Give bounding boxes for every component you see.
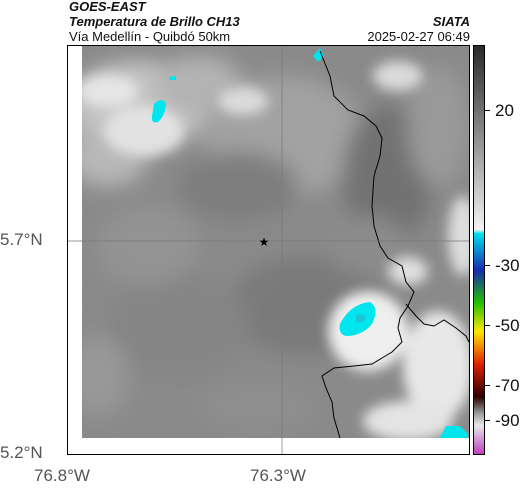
product-title: Temperatura de Brillo CH13 bbox=[69, 14, 240, 29]
colorbar-tick-label: -70 bbox=[495, 376, 520, 395]
bright-clouds bbox=[78, 61, 469, 441]
cold-cloud-tops bbox=[151, 48, 468, 438]
colorbar-tick-label: -90 bbox=[495, 411, 520, 430]
colorbar-tick-label: 20 bbox=[495, 101, 514, 120]
colorbar-tick-label: -30 bbox=[495, 256, 520, 275]
datetime-label: 2025-02-27 06:49 bbox=[367, 29, 470, 44]
country-borders bbox=[319, 50, 469, 439]
colorbar-tick-label: -50 bbox=[495, 316, 520, 335]
no-data-left bbox=[68, 46, 82, 454]
colorbar bbox=[473, 45, 485, 455]
no-data-bottom bbox=[68, 438, 469, 454]
route-subtitle: Vía Medellín - Quibdó 50km bbox=[69, 29, 231, 44]
lon-tick-label: 76.3°W bbox=[250, 466, 306, 485]
graticule bbox=[68, 46, 469, 454]
agency-label: SIATA bbox=[432, 14, 470, 29]
satellite-title: GOES-EAST bbox=[69, 0, 146, 14]
lon-tick-label: 76.8°W bbox=[34, 466, 90, 485]
star-icon[interactable]: ★ bbox=[259, 235, 270, 249]
lat-tick-label: 5.2°N bbox=[0, 443, 43, 462]
map-panel[interactable]: ★ bbox=[67, 45, 470, 455]
lat-tick-label: 5.7°N bbox=[0, 230, 43, 249]
brightness-temperature-map: ★ bbox=[68, 46, 469, 454]
